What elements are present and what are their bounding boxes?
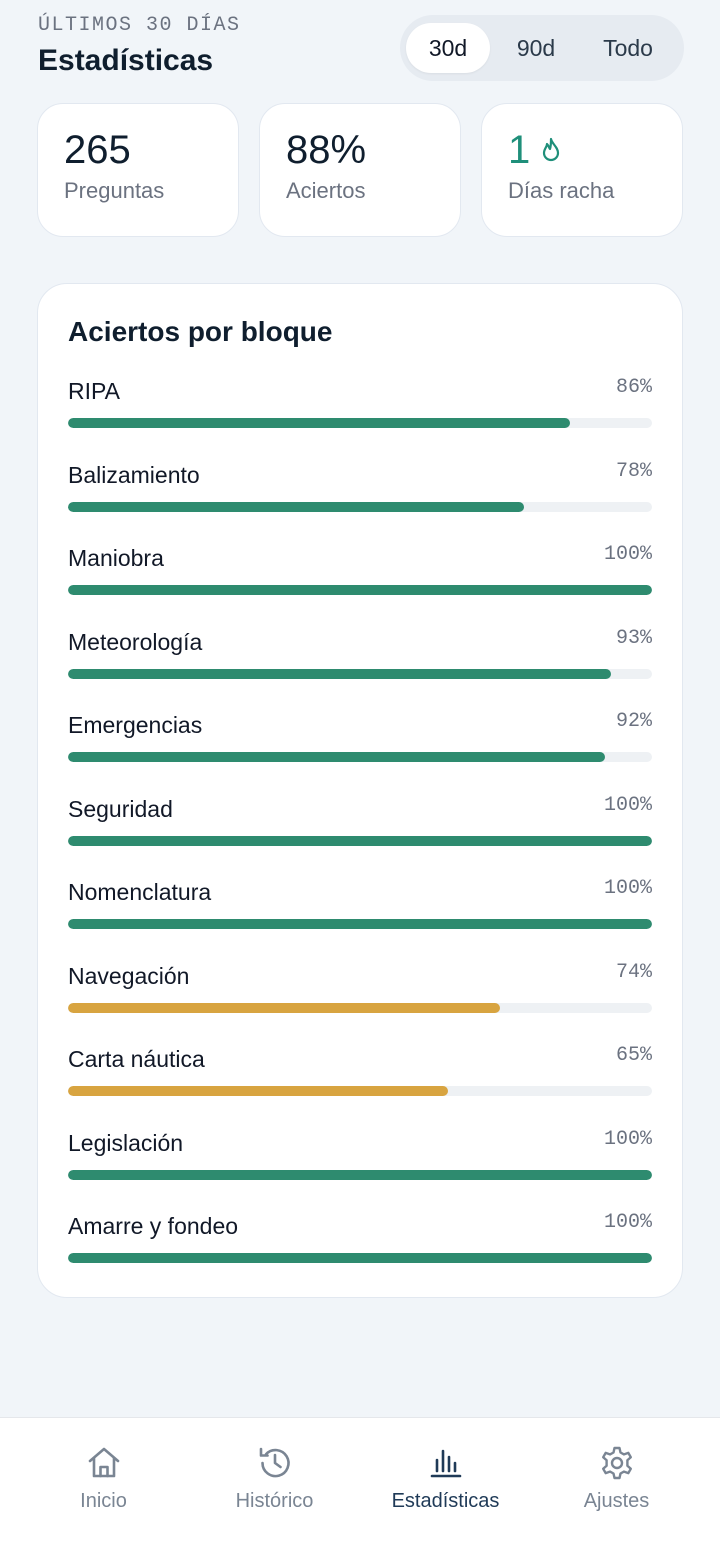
stat-value: 265 [64, 128, 131, 172]
block-name: Navegación [68, 962, 190, 989]
block-percentage: 86% [615, 376, 652, 399]
progress-fill [68, 1169, 652, 1180]
range-option-30d[interactable]: 30d [406, 23, 490, 73]
progress-track [68, 752, 652, 762]
block-name: Carta náutica [68, 1046, 205, 1072]
block-row: Balizamiento 78% [68, 459, 652, 546]
progress-fill [68, 1086, 448, 1096]
nav-label: Ajustes [583, 1490, 650, 1512]
stat-card-questions: 265 Preguntas [37, 103, 239, 237]
progress-fill [68, 501, 524, 512]
stat-value: 88% [286, 128, 367, 172]
nav-item-statistics[interactable]: Estadísticas [360, 1418, 531, 1561]
stat-value: 1 [508, 128, 531, 172]
stat-value-row: 1 [508, 128, 656, 172]
block-percentage: 65% [615, 1044, 652, 1067]
progress-fill [68, 752, 606, 762]
progress-fill [68, 919, 652, 929]
stat-card-streak: 1 Días racha [481, 103, 683, 237]
block-row: Meteorología 93% [68, 626, 652, 713]
block-name: Balizamiento [68, 461, 200, 488]
bar-chart-icon [430, 1449, 461, 1478]
block-percentage: 100% [603, 543, 652, 566]
block-row: Carta náutica 65% [68, 1044, 652, 1130]
block-percentage: 100% [603, 793, 652, 817]
block-percentage: 100% [603, 1211, 652, 1234]
stat-label: Preguntas [64, 178, 165, 203]
block-percentage: 93% [615, 626, 652, 650]
progress-fill [68, 1002, 501, 1013]
page-title: Estadísticas [38, 44, 214, 77]
block-row: Amarre y fondeo 100% [68, 1211, 652, 1297]
nav-item-history[interactable]: Histórico [189, 1418, 360, 1561]
block-percentage: 78% [615, 459, 652, 483]
period-eyebrow: ÚLTIMOS 30 DÍAS [38, 14, 241, 37]
block-percentage: 100% [603, 877, 652, 900]
progress-track [68, 501, 652, 512]
nav-label: Histórico [235, 1490, 314, 1512]
block-name: Maniobra [68, 545, 164, 571]
block-row: Nomenclatura 100% [68, 877, 652, 963]
block-row: RIPA 86% [68, 376, 652, 462]
block-name: Meteorología [68, 628, 203, 655]
range-switch: 30d 90d Todo [400, 15, 684, 81]
progress-track [68, 1253, 652, 1263]
home-icon [88, 1447, 119, 1478]
block-percentage: 74% [615, 960, 652, 984]
progress-track [68, 1086, 652, 1096]
progress-fill [68, 1253, 652, 1263]
block-list: RIPA 86% Balizamiento 78% Maniobra 100% Meteor… [68, 376, 652, 1297]
nav-item-settings[interactable]: Ajustes [531, 1418, 702, 1561]
progress-fill [68, 418, 571, 428]
nav-label: Estadísticas [391, 1490, 500, 1512]
progress-track [68, 668, 652, 679]
progress-fill [68, 835, 652, 846]
block-row: Seguridad 100% [68, 793, 652, 880]
progress-track [68, 585, 652, 595]
block-percentage: 100% [603, 1127, 652, 1151]
block-row: Emergencias 92% [68, 710, 652, 796]
blocks-title: Aciertos por bloque [68, 316, 333, 347]
nav-item-home[interactable]: Inicio [18, 1418, 189, 1561]
gear-icon [601, 1446, 632, 1480]
block-name: Emergencias [68, 712, 203, 738]
bottom-nav: Inicio Histórico Estadísticas [0, 1417, 720, 1561]
stat-label: Aciertos [286, 178, 366, 203]
range-option-90d[interactable]: 90d [516, 34, 556, 61]
stat-card-accuracy: 88% Aciertos [259, 103, 461, 237]
block-name: Seguridad [68, 795, 173, 822]
progress-track [68, 835, 652, 846]
block-name: Legislación [68, 1129, 184, 1156]
progress-fill [68, 585, 652, 595]
block-row: Legislación 100% [68, 1127, 652, 1214]
progress-track [68, 1002, 652, 1013]
block-row: Maniobra 100% [68, 543, 652, 629]
block-row: Navegación 74% [68, 960, 652, 1047]
blocks-card: Aciertos por bloque RIPA 86% Balizamiento 7… [37, 283, 683, 1298]
progress-track [68, 418, 652, 428]
stat-label: Días racha [508, 178, 615, 203]
block-name: Nomenclatura [68, 879, 212, 905]
nav-label: Inicio [80, 1490, 127, 1512]
block-percentage: 92% [615, 710, 652, 733]
range-option-all[interactable]: Todo [603, 34, 653, 61]
block-name: RIPA [68, 378, 120, 404]
flame-icon [543, 137, 560, 162]
progress-fill [68, 668, 612, 679]
progress-track [68, 1169, 652, 1180]
history-icon [259, 1447, 290, 1478]
progress-track [68, 919, 652, 929]
block-name: Amarre y fondeo [68, 1213, 239, 1239]
